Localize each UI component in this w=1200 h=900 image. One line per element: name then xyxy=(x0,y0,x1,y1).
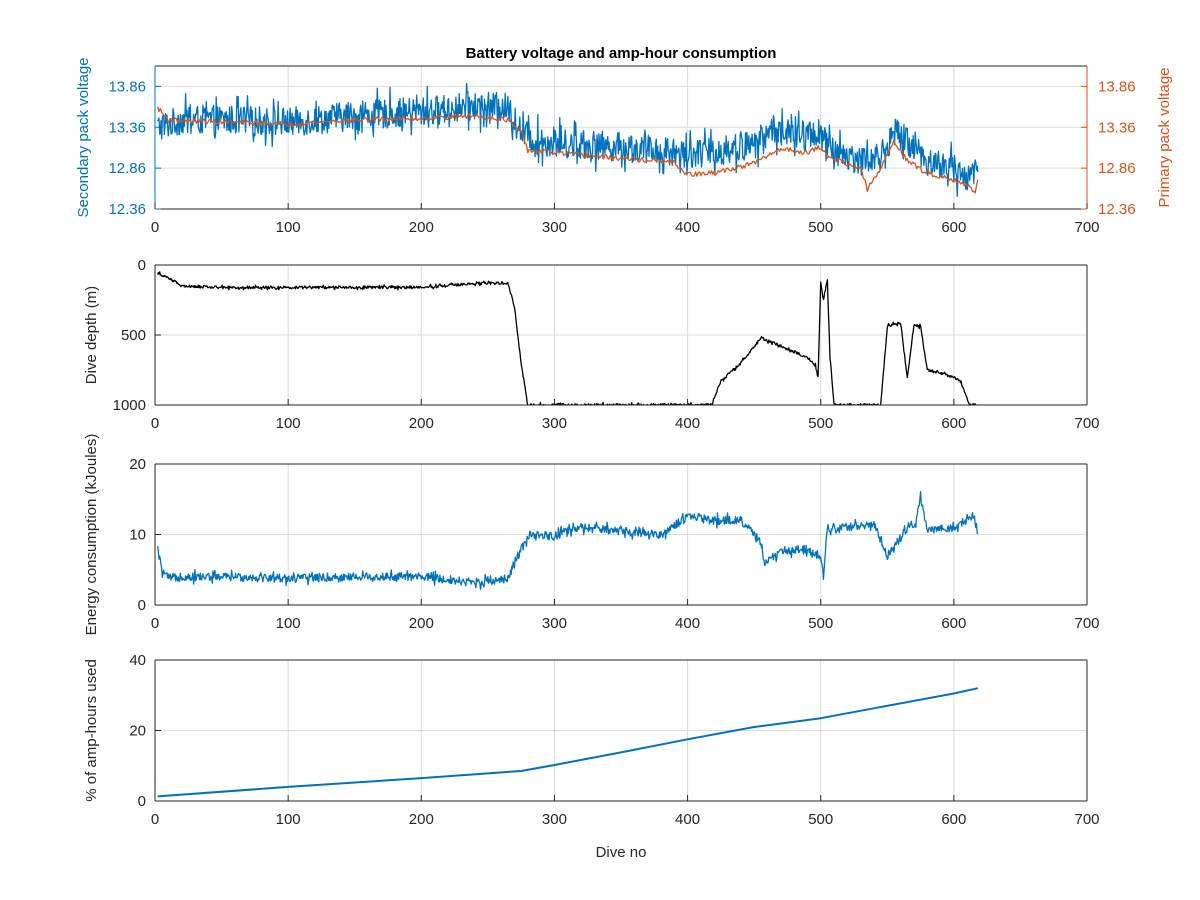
y-tick-label: 1000 xyxy=(113,397,146,414)
x-tick-label: 600 xyxy=(941,615,966,632)
x-tick-label: 200 xyxy=(409,615,434,632)
x-tick-label: 0 xyxy=(151,219,159,236)
series-line-1 xyxy=(157,687,979,798)
x-tick-label: 400 xyxy=(675,415,700,432)
y-tick-label: 500 xyxy=(121,327,146,344)
x-tick-label: 500 xyxy=(808,811,833,828)
subplot-3: 0 100 200 300 400 500 600 700 0 10 20 Energy consum… xyxy=(83,434,1100,636)
y-axis-label: Dive depth (m) xyxy=(83,286,100,384)
x-tick-label: 0 xyxy=(151,415,159,432)
y-axis-label: % of amp-hours used xyxy=(83,659,100,802)
x-tick-label: 100 xyxy=(276,615,301,632)
x-tick-label: 300 xyxy=(542,615,567,632)
y-axis-label-right: Primary pack voltage xyxy=(1156,67,1173,207)
y-tick-label: 20 xyxy=(129,456,146,473)
x-tick-label: 400 xyxy=(675,219,700,236)
y-tick-label: 0 xyxy=(138,597,146,614)
x-tick-label: 200 xyxy=(409,219,434,236)
y-axis-label: Secondary pack voltage xyxy=(75,57,92,217)
x-tick-label: 0 xyxy=(151,811,159,828)
subplot-2: 0 100 200 300 400 500 600 700 0 500 1000 Dive depth… xyxy=(83,257,1100,432)
y-tick-label: 0 xyxy=(138,257,146,274)
x-axis-label: Dive no xyxy=(596,844,647,861)
x-tick-label: 0 xyxy=(151,615,159,632)
x-tick-label: 500 xyxy=(808,615,833,632)
figure-title: Battery voltage and amp-hour consumption xyxy=(466,45,777,62)
y-tick-label: 12.36 xyxy=(108,201,146,218)
x-tick-label: 300 xyxy=(542,415,567,432)
y-tick-label-right: 12.86 xyxy=(1098,160,1136,177)
series-line-2 xyxy=(157,106,979,194)
x-tick-label: 500 xyxy=(808,219,833,236)
y-tick-label: 0 xyxy=(138,793,146,810)
subplots: 0 100 200 300 400 500 600 70012.3612.8613.3613.… xyxy=(75,57,1173,861)
x-tick-label: 100 xyxy=(276,415,301,432)
x-tick-label: 600 xyxy=(941,415,966,432)
y-tick-label-right: 12.36 xyxy=(1098,201,1136,218)
y-tick-label: 12.86 xyxy=(108,160,146,177)
x-tick-label: 700 xyxy=(1074,415,1099,432)
x-tick-label: 700 xyxy=(1074,615,1099,632)
y-tick-label: 20 xyxy=(129,723,146,740)
x-tick-label: 600 xyxy=(941,219,966,236)
y-tick-label: 10 xyxy=(129,527,146,544)
series-line-1 xyxy=(157,271,979,405)
x-tick-label: 600 xyxy=(941,811,966,828)
x-tick-label: 400 xyxy=(675,811,700,828)
y-tick-label-right: 13.86 xyxy=(1098,78,1136,95)
y-axis-label: Energy consumption (kJoules) xyxy=(83,434,100,636)
plot-area xyxy=(155,66,1087,209)
y-tick-label-right: 13.36 xyxy=(1098,119,1136,136)
x-tick-label: 300 xyxy=(542,811,567,828)
subplot-4: 0 100 200 300 400 500 600 700 0 20 40 % of amp-hour… xyxy=(83,652,1100,861)
y-tick-label: 13.86 xyxy=(108,78,146,95)
y-tick-label: 40 xyxy=(129,652,146,669)
x-tick-label: 500 xyxy=(808,415,833,432)
x-tick-label: 200 xyxy=(409,811,434,828)
subplot-1: 0 100 200 300 400 500 600 70012.3612.8613.3613.… xyxy=(75,57,1173,236)
x-tick-label: 100 xyxy=(276,219,301,236)
series-line-1 xyxy=(157,491,979,590)
x-tick-label: 100 xyxy=(276,811,301,828)
x-tick-label: 700 xyxy=(1074,811,1099,828)
x-tick-label: 300 xyxy=(542,219,567,236)
y-tick-label: 13.36 xyxy=(108,119,146,136)
x-tick-label: 700 xyxy=(1074,219,1099,236)
x-tick-label: 400 xyxy=(675,615,700,632)
x-tick-label: 200 xyxy=(409,415,434,432)
